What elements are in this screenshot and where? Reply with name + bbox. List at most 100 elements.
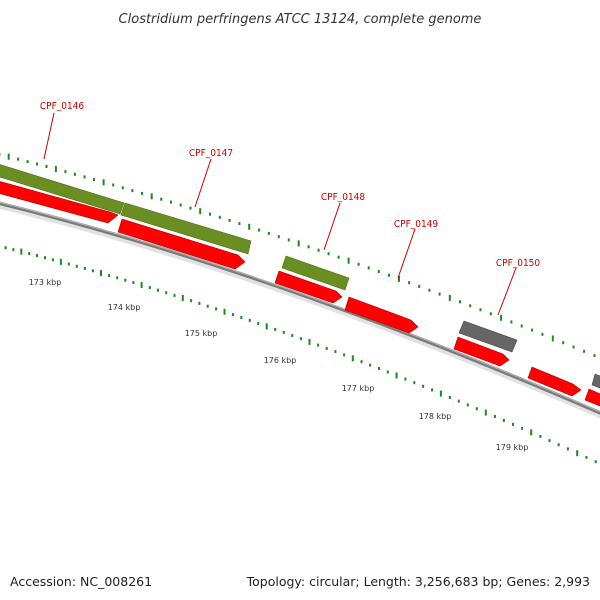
major-tick (551, 335, 554, 342)
minor-tick (593, 354, 596, 358)
minor-tick (493, 415, 496, 418)
minor-tick (73, 172, 76, 176)
minor-tick (557, 443, 560, 447)
minor-tick (282, 331, 285, 334)
minor-tick (431, 388, 433, 392)
gene-red-1[interactable] (0, 180, 119, 224)
minor-tick (343, 353, 346, 357)
minor-tick (583, 349, 586, 353)
gene-label-text: CPF_0146 (40, 101, 85, 112)
major-tick (140, 282, 143, 289)
minor-tick (277, 235, 280, 239)
minor-tick (132, 281, 135, 285)
major-tick (248, 223, 251, 230)
minor-tick (218, 215, 221, 219)
minor-tick (248, 318, 251, 322)
gene-red-2[interactable] (117, 218, 246, 270)
minor-tick (475, 407, 478, 411)
minor-tick (466, 403, 469, 407)
gene-label-cpf0147[interactable]: CPF_0147 (189, 148, 233, 208)
minor-tick (299, 337, 302, 341)
major-tick (102, 179, 105, 186)
minor-tick (327, 252, 330, 256)
gene-label-text: CPF_0149 (394, 219, 439, 230)
minor-tick (317, 248, 320, 252)
major-tick (265, 323, 268, 330)
minor-tick (457, 399, 460, 403)
minor-tick (240, 316, 243, 319)
minor-tick (83, 267, 86, 270)
gene-label-cpf0146[interactable]: CPF_0146 (40, 101, 85, 160)
minor-tick (112, 183, 115, 187)
minor-tick (198, 301, 201, 305)
minor-tick (448, 395, 451, 399)
minor-tick (459, 300, 461, 304)
major-tick (439, 390, 442, 397)
gene-red-6[interactable] (527, 366, 582, 397)
minor-tick (387, 273, 390, 277)
minor-tick (386, 370, 389, 374)
minor-tick (157, 288, 159, 292)
minor-tick (572, 345, 575, 349)
minor-tick (64, 170, 67, 174)
gene-cpf0148-block[interactable] (281, 255, 350, 291)
minor-tick (334, 350, 337, 354)
minor-tick (75, 264, 78, 268)
minor-tick (267, 231, 270, 235)
minor-tick (428, 288, 431, 292)
gene-cpf0147-block[interactable] (120, 202, 252, 255)
minor-tick (291, 334, 294, 338)
outer-tick-track (0, 152, 596, 358)
minor-tick (502, 418, 505, 422)
minor-tick (566, 447, 569, 451)
minor-tick (108, 273, 111, 277)
major-tick (7, 153, 10, 160)
minor-tick (173, 293, 176, 297)
major-tick (297, 240, 300, 247)
major-tick (150, 193, 153, 200)
topology-text: Topology: circular; Length: 3,256,683 bp… (246, 574, 590, 589)
minor-tick (51, 258, 54, 262)
minor-tick (404, 377, 407, 381)
gene-partial-gray-block[interactable] (591, 373, 600, 390)
gene-red-3[interactable] (274, 270, 343, 304)
gene-label-text: CPF_0148 (321, 192, 366, 203)
minor-tick (469, 304, 472, 308)
minor-tick (231, 313, 234, 317)
minor-tick (531, 328, 534, 332)
minor-tick (228, 219, 231, 222)
minor-tick (337, 255, 340, 259)
minor-tick (510, 320, 513, 324)
gene-label-cpf0150[interactable]: CPF_0150 (496, 258, 541, 316)
minor-tick (594, 460, 597, 464)
minor-tick (378, 367, 380, 370)
scale-label: 178 kbp (419, 412, 452, 421)
gene-label-cpf0148[interactable]: CPF_0148 (321, 192, 366, 251)
gene-cpf0146-block[interactable] (0, 163, 125, 215)
gene-labels: CPF_0146 CPF_0147 CPF_0148 CPF_0149 CPF_… (40, 101, 541, 316)
gene-cpf0150-block[interactable] (458, 320, 518, 353)
minor-tick (307, 245, 310, 249)
minor-tick (28, 252, 31, 256)
gene-red-4[interactable] (344, 296, 419, 334)
minor-tick (369, 363, 372, 367)
major-tick (576, 450, 579, 457)
minor-tick (83, 175, 86, 179)
scale-label: 173 kbp (29, 278, 62, 287)
minor-tick (91, 269, 94, 273)
gene-red-partial[interactable] (584, 388, 600, 408)
scale-labels: 173 kbp 174 kbp 175 kbp 176 kbp 177 kbp … (29, 278, 529, 452)
gene-red-5[interactable] (453, 336, 510, 367)
minor-tick (170, 200, 172, 204)
minor-tick (36, 162, 38, 166)
minor-tick (124, 278, 127, 282)
minor-tick (274, 327, 277, 331)
minor-tick (520, 324, 523, 328)
minor-tick (116, 276, 119, 280)
minor-tick (209, 212, 211, 216)
minor-tick (438, 292, 441, 296)
minor-tick (360, 360, 363, 364)
gene-label-cpf0149[interactable]: CPF_0149 (394, 219, 439, 279)
major-tick (223, 308, 226, 315)
